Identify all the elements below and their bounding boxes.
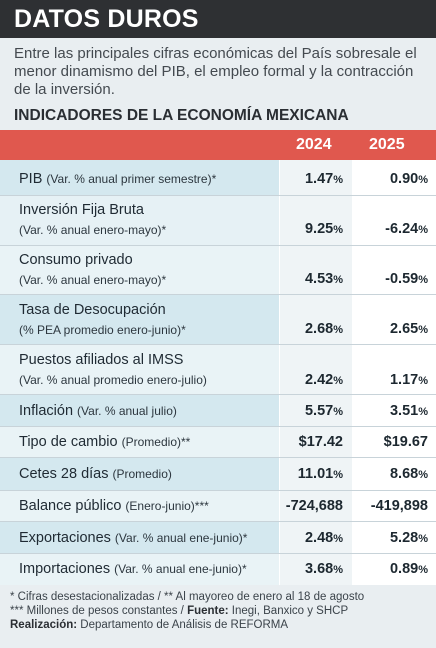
table-row: PIB (Var. % anual primer semestre)* 1.47…	[0, 160, 436, 196]
table-row: Consumo privado (Var. % anual enero-mayo…	[0, 246, 436, 295]
row-label: Inversión Fija Bruta	[19, 202, 144, 218]
row-label: Exportaciones (Var. % anual ene-junio)*	[19, 530, 248, 546]
value-2025: 8.68%	[389, 466, 428, 482]
row-label: Balance público (Enero-junio)***	[19, 498, 209, 514]
row-label: Cetes 28 días (Promedio)	[19, 466, 172, 482]
value-2025: 3.51%	[389, 403, 428, 419]
row-label: Tipo de cambio (Promedio)**	[19, 434, 191, 450]
value-2025: 1.17%	[389, 372, 428, 388]
row-note: (Var. % anual promedio enero-julio)	[19, 373, 207, 387]
row-label: Tasa de Desocupación	[19, 302, 166, 318]
row-label: PIB (Var. % anual primer semestre)*	[19, 171, 217, 187]
value-2024: 2.42%	[304, 372, 343, 388]
value-2025: -0.59%	[385, 271, 428, 287]
value-2025: 5.28%	[389, 530, 428, 546]
table-row: Inflación (Var. % anual julio) 5.57% 3.5…	[0, 395, 436, 427]
value-2024: 3.68%	[304, 561, 343, 577]
footnote-line-1: * Cifras desestacionalizadas / ** Al may…	[10, 591, 365, 603]
row-label: Consumo privado	[19, 252, 133, 268]
table-row: Inversión Fija Bruta (Var. % anual enero…	[0, 196, 436, 246]
value-2025: $19.67	[383, 434, 428, 450]
value-2025: 0.89%	[389, 561, 428, 577]
table-row: Exportaciones (Var. % anual ene-junio)* …	[0, 522, 436, 554]
value-2024: 11.01%	[297, 466, 343, 482]
value-2024: -724,688	[285, 498, 343, 514]
value-2024: 4.53%	[304, 271, 343, 287]
value-2025: 0.90%	[389, 171, 428, 187]
value-2024: 1.47%	[304, 171, 343, 187]
row-label: Puestos afiliados al IMSS	[19, 352, 184, 368]
subtitle: Entre las principales cifras económicas …	[14, 45, 417, 98]
table-header: 2024 2025	[0, 130, 436, 160]
value-2024: 2.48%	[304, 530, 343, 546]
row-label: Importaciones (Var. % anual ene-junio)*	[19, 561, 247, 577]
table-row: Cetes 28 días (Promedio) 11.01% 8.68%	[0, 458, 436, 491]
row-note: (Var. % anual enero-mayo)*	[19, 273, 167, 287]
value-2024: 5.57%	[304, 403, 343, 419]
value-2025: -6.24%	[385, 221, 428, 237]
footnote-line-2: *** Millones de pesos constantes / Fuent…	[10, 605, 349, 617]
table-row: Tasa de Desocupación (% PEA promedio ene…	[0, 295, 436, 345]
row-label: Inflación (Var. % anual julio)	[19, 403, 177, 419]
table-row: Tipo de cambio (Promedio)** $17.42 $19.6…	[0, 427, 436, 458]
section-title: INDICADORES DE LA ECONOMÍA MEXICANA	[14, 107, 349, 124]
table-row: Importaciones (Var. % anual ene-junio)* …	[0, 554, 436, 585]
footnote-line-3: Realización: Departamento de Análisis de…	[10, 619, 289, 631]
page-title: DATOS DUROS	[14, 5, 199, 33]
value-2024: 2.68%	[304, 321, 343, 337]
table-row: Puestos afiliados al IMSS (Var. % anual …	[0, 345, 436, 395]
value-2024: $17.42	[298, 434, 343, 450]
title-bar: DATOS DUROS	[0, 0, 436, 38]
value-2025: -419,898	[370, 498, 428, 514]
table-row: Balance público (Enero-junio)*** -724,68…	[0, 491, 436, 522]
footnotes: * Cifras desestacionalizadas / ** Al may…	[10, 590, 430, 632]
value-2025: 2.65%	[389, 321, 428, 337]
column-header-2025: 2025	[369, 136, 405, 153]
row-note: (Var. % anual enero-mayo)*	[19, 223, 167, 237]
column-header-2024: 2024	[296, 136, 332, 153]
row-note: (% PEA promedio enero-junio)*	[19, 323, 186, 337]
value-2024: 9.25%	[304, 221, 343, 237]
